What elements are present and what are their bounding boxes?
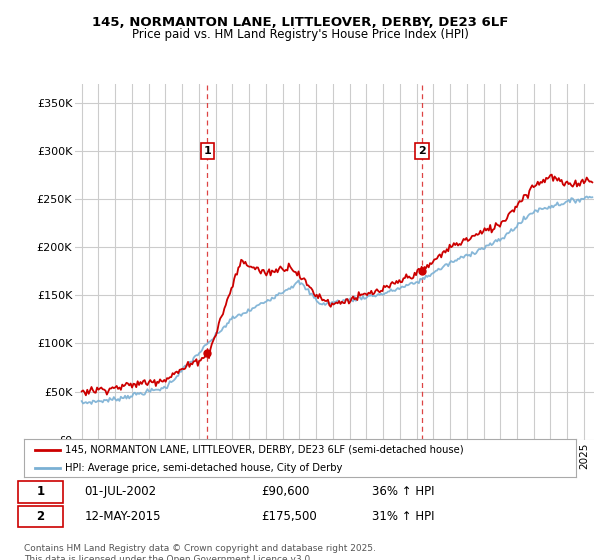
Text: 01-JUL-2002: 01-JUL-2002 <box>85 486 157 498</box>
Text: 145, NORMANTON LANE, LITTLEOVER, DERBY, DE23 6LF (semi-detached house): 145, NORMANTON LANE, LITTLEOVER, DERBY, … <box>65 445 464 455</box>
FancyBboxPatch shape <box>19 481 62 502</box>
Text: Contains HM Land Registry data © Crown copyright and database right 2025.
This d: Contains HM Land Registry data © Crown c… <box>24 544 376 560</box>
Text: £90,600: £90,600 <box>262 486 310 498</box>
Text: Price paid vs. HM Land Registry's House Price Index (HPI): Price paid vs. HM Land Registry's House … <box>131 28 469 41</box>
Text: 2: 2 <box>418 146 426 156</box>
Text: £175,500: £175,500 <box>262 510 317 523</box>
Text: 12-MAY-2015: 12-MAY-2015 <box>85 510 161 523</box>
Text: 1: 1 <box>37 486 44 498</box>
Text: 36% ↑ HPI: 36% ↑ HPI <box>372 486 434 498</box>
Text: 31% ↑ HPI: 31% ↑ HPI <box>372 510 434 523</box>
Text: 1: 1 <box>203 146 211 156</box>
Text: 145, NORMANTON LANE, LITTLEOVER, DERBY, DE23 6LF: 145, NORMANTON LANE, LITTLEOVER, DERBY, … <box>92 16 508 29</box>
Text: HPI: Average price, semi-detached house, City of Derby: HPI: Average price, semi-detached house,… <box>65 463 343 473</box>
FancyBboxPatch shape <box>19 506 62 527</box>
Text: 2: 2 <box>37 510 44 523</box>
